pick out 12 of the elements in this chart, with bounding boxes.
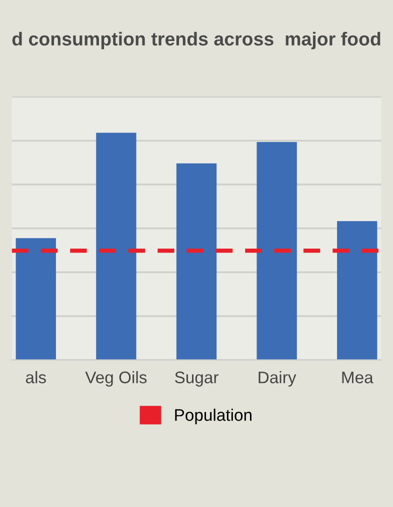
- x-tick-label: Dairy: [258, 371, 296, 387]
- bar: [176, 163, 217, 360]
- bar: [96, 132, 136, 360]
- x-tick-label: Sugar: [175, 372, 218, 387]
- x-tick-label: Veg Oils: [85, 371, 147, 387]
- bar: [337, 221, 378, 360]
- chart-title: d consumption trends across major food: [12, 32, 380, 50]
- bar: [256, 142, 297, 360]
- legend-label: Population: [175, 408, 252, 424]
- bar: [16, 238, 56, 360]
- x-tick-label: Mea: [342, 372, 374, 384]
- x-tick-label: als: [26, 371, 46, 384]
